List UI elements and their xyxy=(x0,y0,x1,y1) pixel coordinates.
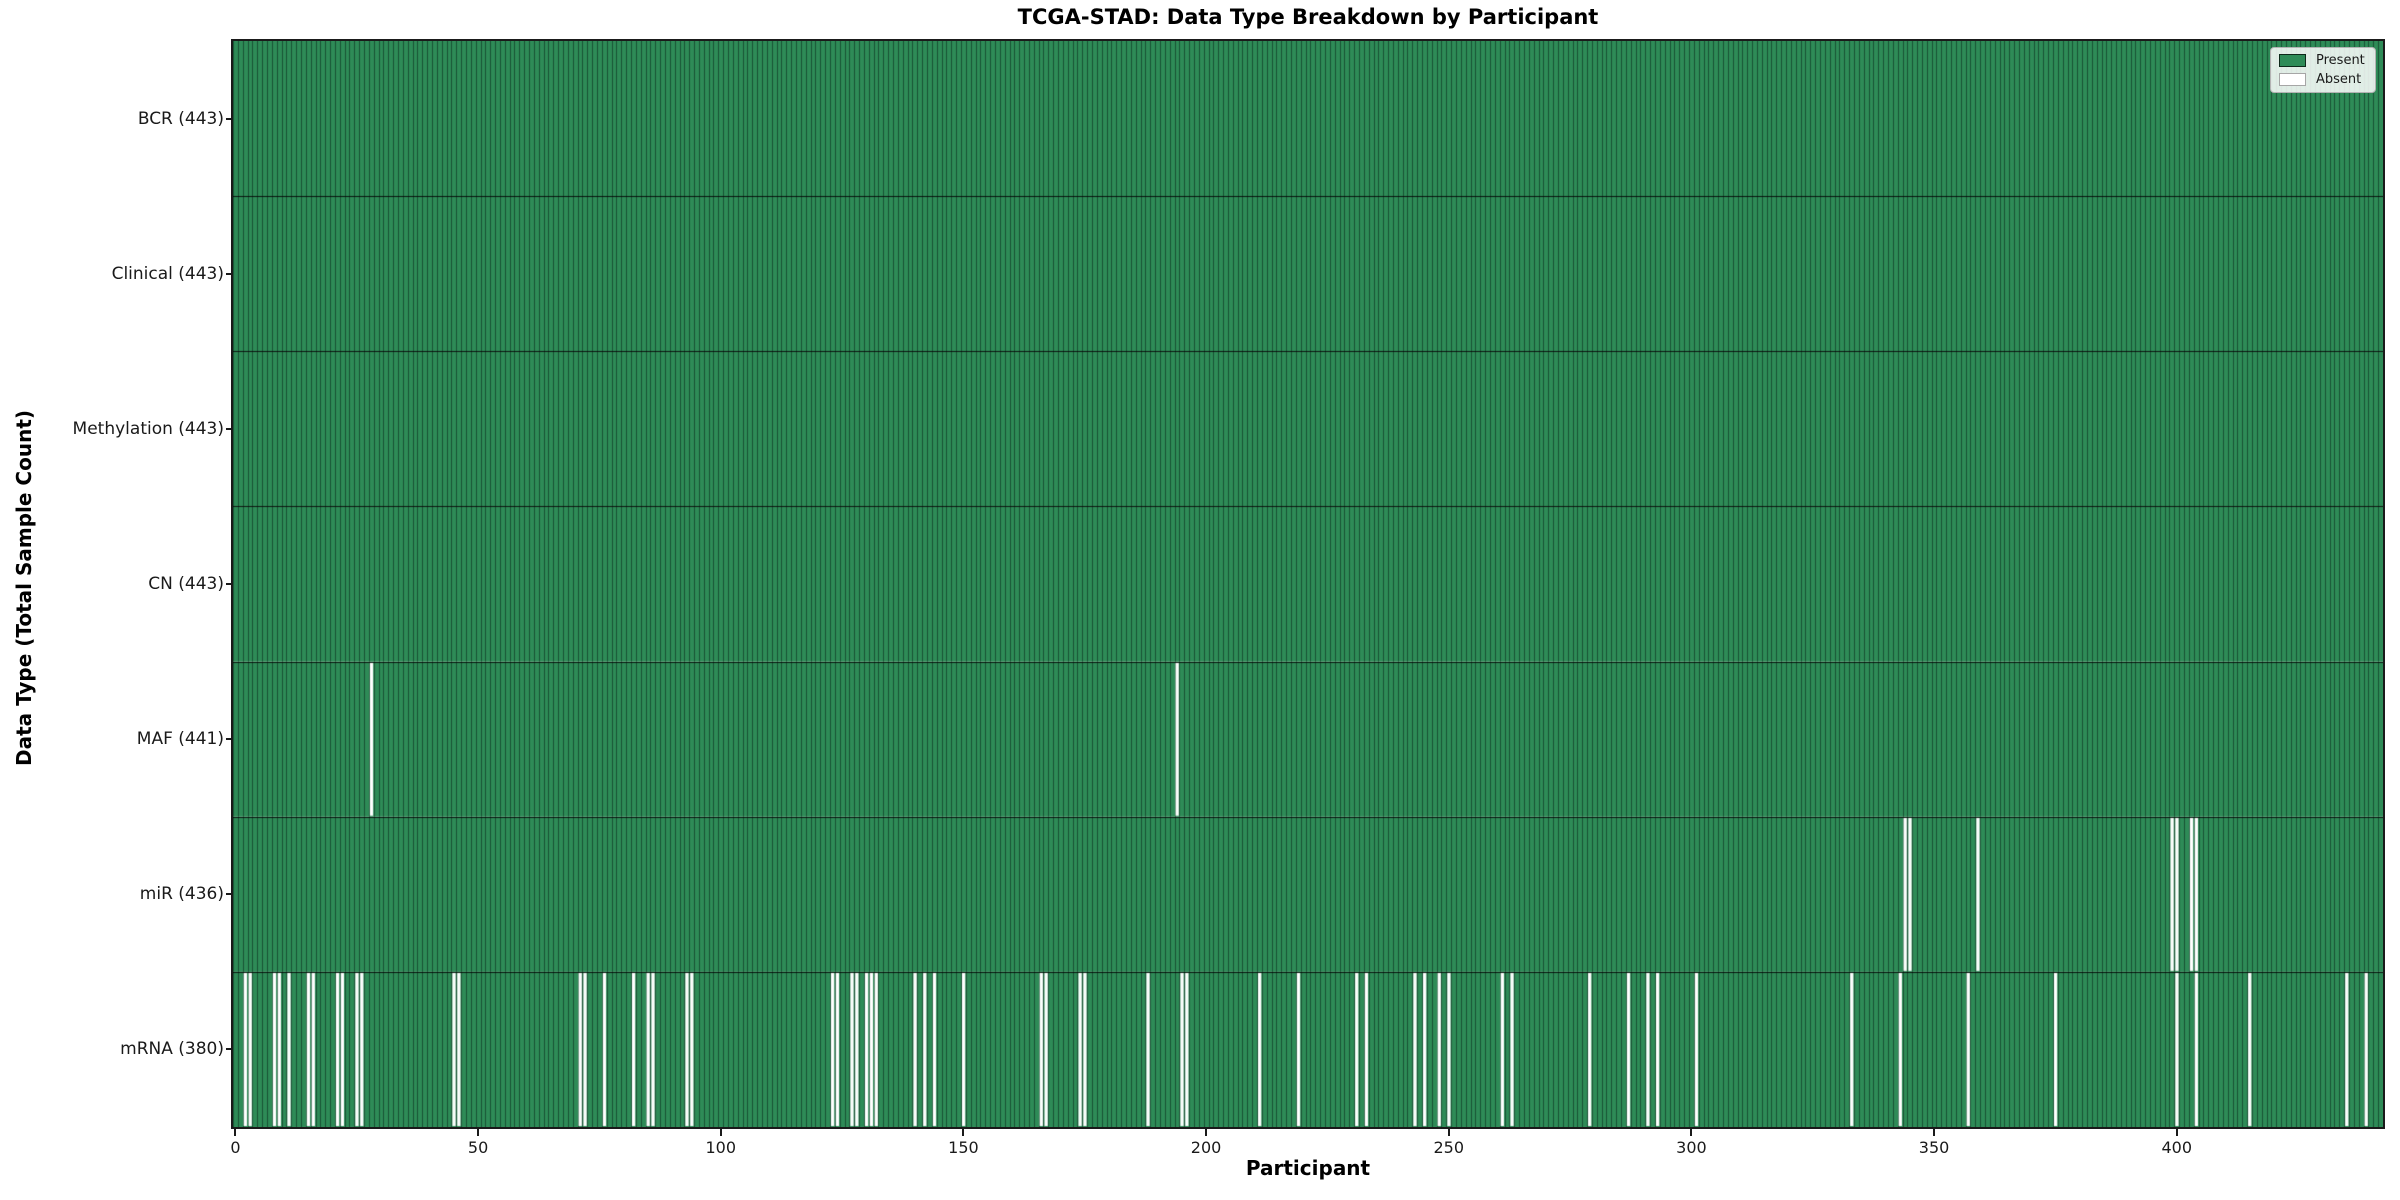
x-tick-label: 250 xyxy=(1433,1138,1465,1157)
x-tick-mark xyxy=(1447,1129,1450,1136)
y-tick-label: Methylation (443) xyxy=(72,418,224,439)
x-tick-mark xyxy=(1205,1129,1208,1136)
y-tick-label: miR (436) xyxy=(139,884,224,905)
legend-entry-absent: Absent xyxy=(2279,73,2365,86)
legend: Present Absent xyxy=(2270,47,2376,93)
y-axis-label: Data Type (Total Sample Count) xyxy=(12,409,36,767)
y-tick-label: MAF (441) xyxy=(136,729,224,750)
chart-title: TCGA-STAD: Data Type Breakdown by Partic… xyxy=(1017,5,1599,29)
x-axis-label: Participant xyxy=(1245,1156,1371,1180)
y-tick-mark xyxy=(226,583,233,585)
x-tick-label: 100 xyxy=(705,1138,737,1157)
y-tick-mark xyxy=(226,272,233,275)
absent-swatch-icon xyxy=(2279,73,2306,86)
x-tick-mark xyxy=(234,1129,237,1136)
legend-entry-present: Present xyxy=(2279,54,2365,67)
x-tick-label: 400 xyxy=(2161,1138,2193,1157)
y-tick-mark xyxy=(226,738,233,741)
y-tick-mark xyxy=(226,427,233,430)
x-tick-label: 150 xyxy=(948,1138,979,1157)
y-tick-mark xyxy=(226,1048,233,1051)
x-tick-label: 350 xyxy=(1918,1138,1950,1157)
y-tick-label: BCR (443) xyxy=(137,108,224,129)
y-tick-mark xyxy=(226,893,233,896)
x-tick-label: 200 xyxy=(1190,1138,1222,1157)
heatmap-canvas xyxy=(233,41,2383,1127)
plot-area xyxy=(231,39,2385,1129)
x-tick-mark xyxy=(719,1129,722,1136)
x-tick-label: 50 xyxy=(467,1138,489,1157)
legend-label-present: Present xyxy=(2316,53,2365,68)
x-tick-mark xyxy=(962,1129,965,1136)
x-tick-mark xyxy=(477,1129,480,1136)
x-tick-label: 0 xyxy=(230,1138,241,1157)
y-tick-label: mRNA (380) xyxy=(120,1039,224,1060)
y-tick-label: CN (443) xyxy=(148,574,224,594)
present-swatch-icon xyxy=(2279,54,2306,67)
x-tick-mark xyxy=(1933,1129,1936,1136)
y-tick-mark xyxy=(226,117,233,120)
y-tick-label: Clinical (443) xyxy=(111,263,224,284)
legend-label-absent: Absent xyxy=(2316,72,2362,87)
x-tick-mark xyxy=(1690,1129,1693,1136)
x-tick-label: 300 xyxy=(1676,1138,1707,1157)
x-tick-mark xyxy=(2175,1129,2178,1136)
